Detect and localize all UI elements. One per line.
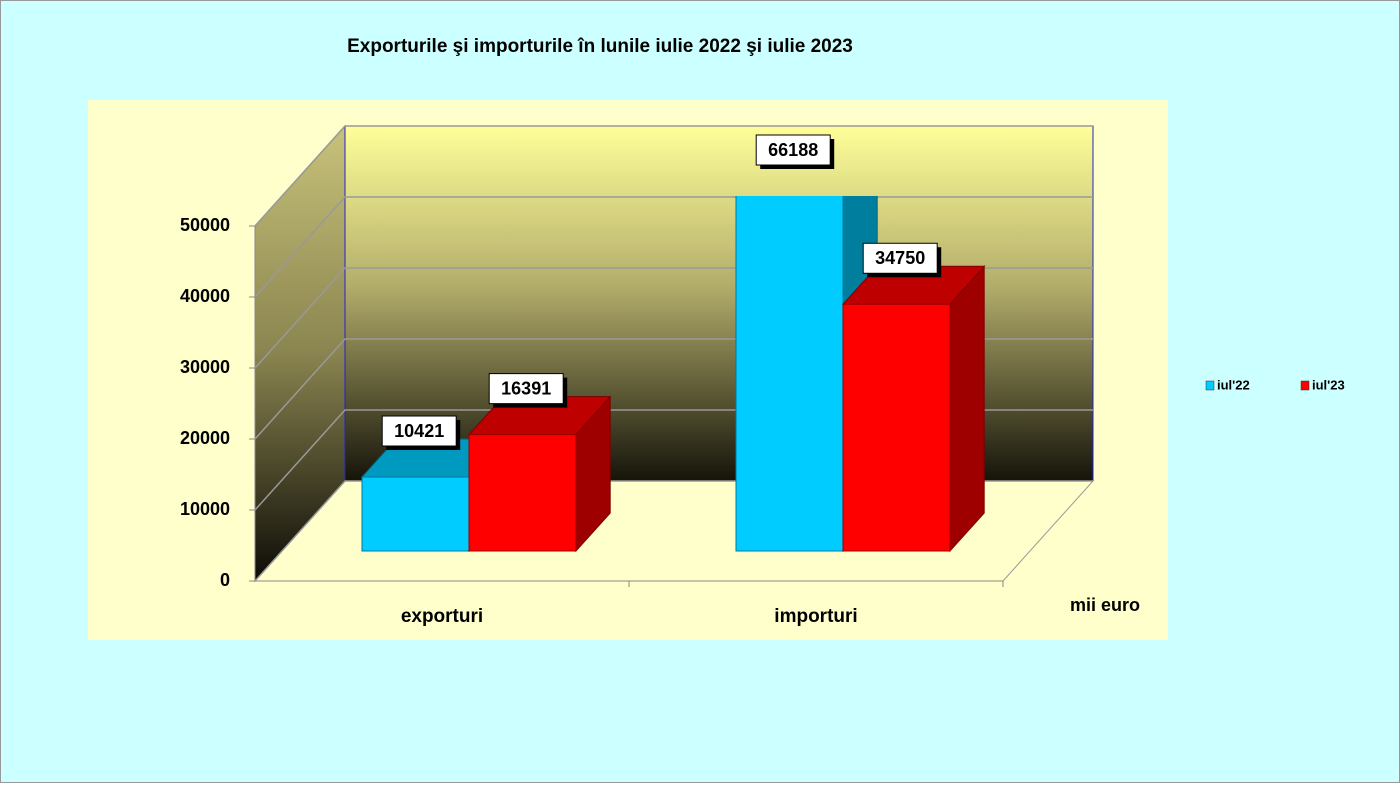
bar xyxy=(468,434,577,552)
x-tick-label: exporturi xyxy=(401,606,483,627)
unit-label: mii euro xyxy=(1070,595,1140,615)
data-label: 16391 xyxy=(501,378,551,398)
legend-label: iul'22 xyxy=(1217,377,1250,392)
legend-swatch xyxy=(1205,380,1215,391)
y-tick-label: 10000 xyxy=(180,499,230,519)
y-tick-label: 40000 xyxy=(180,286,230,306)
y-tick-label: 20000 xyxy=(180,428,230,448)
y-tick-label: 0 xyxy=(220,570,230,590)
label-box xyxy=(488,373,564,405)
label-box xyxy=(381,415,457,447)
grid-line xyxy=(254,125,1093,227)
label-box xyxy=(862,242,938,274)
data-label: 34750 xyxy=(875,248,925,268)
chart-title: Exporturile şi importurile în lunile iul… xyxy=(347,36,853,57)
x-tick-label: importuri xyxy=(774,606,857,627)
bar-side xyxy=(949,264,985,553)
y-tick-label: 50000 xyxy=(180,215,230,235)
label-box xyxy=(755,134,831,166)
data-label: 66188 xyxy=(768,140,818,160)
legend-label: iul'23 xyxy=(1312,377,1345,392)
bar xyxy=(842,303,951,552)
bars xyxy=(360,196,986,553)
bar xyxy=(361,476,470,552)
legend-swatch xyxy=(1300,380,1310,391)
data-label: 10421 xyxy=(394,421,444,441)
y-tick-label: 30000 xyxy=(180,357,230,377)
bar xyxy=(735,196,844,552)
